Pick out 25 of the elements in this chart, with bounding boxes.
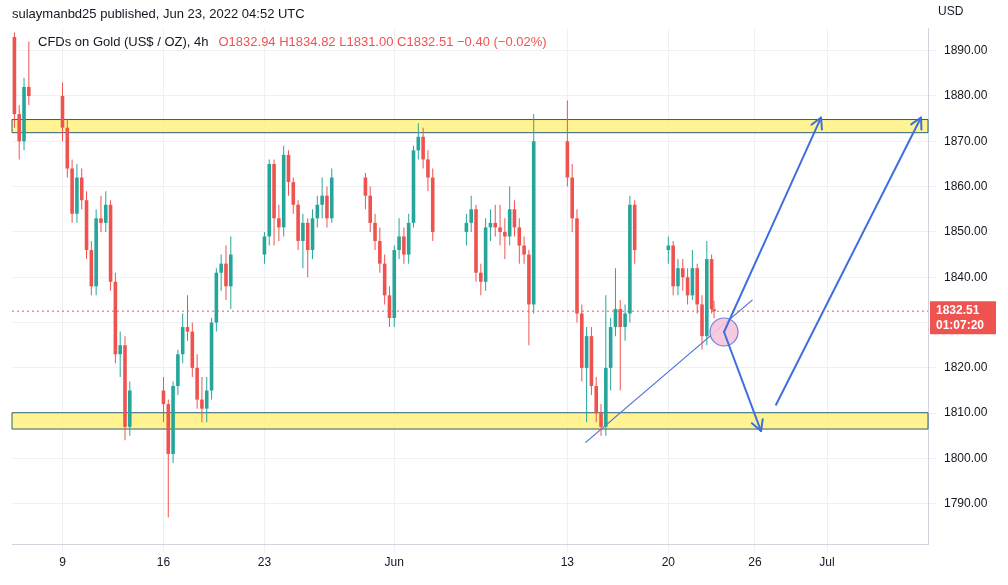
y-tick-label: 1890.00 — [944, 42, 988, 57]
y-tick-label: 1880.00 — [944, 88, 988, 103]
x-tick-label: 20 — [661, 555, 676, 570]
y-tick-label: 1850.00 — [944, 224, 988, 239]
x-tick-label: 16 — [156, 555, 171, 570]
y-tick-label: 1820.00 — [944, 360, 988, 375]
y-tick-label: 1870.00 — [944, 133, 988, 148]
y-tick-label: 1800.00 — [944, 450, 988, 465]
y-tick-label: 1860.00 — [944, 178, 988, 193]
text: O1832.94 H1834.82 L1831.00 C1832.51 −0.40 (−0.02%) — [218, 34, 547, 49]
y-tick-label: 1790.00 — [944, 496, 988, 511]
ref-line-label: 1832.51 — [936, 303, 980, 318]
text: 01:07:20 — [936, 318, 985, 333]
text: sulaymanbd25 published, Jun 23, 2022 04:52 UTC — [12, 6, 305, 21]
candlestick — [503, 218, 507, 260]
x-tick-label: 23 — [257, 555, 272, 570]
y-axis-title: USD — [938, 4, 964, 19]
y-tick-label: 1810.00 — [944, 405, 988, 420]
y-tick-label: 1840.00 — [944, 269, 988, 284]
x-tick-label: 13 — [560, 555, 575, 570]
x-tick-label: 9 — [59, 555, 67, 570]
x-tick-label: 26 — [748, 555, 762, 570]
x-tick-label: Jun — [384, 555, 404, 570]
x-tick-label: Jul — [819, 555, 835, 570]
text: CFDs on Gold (US$ / OZ), 4h — [38, 34, 209, 49]
